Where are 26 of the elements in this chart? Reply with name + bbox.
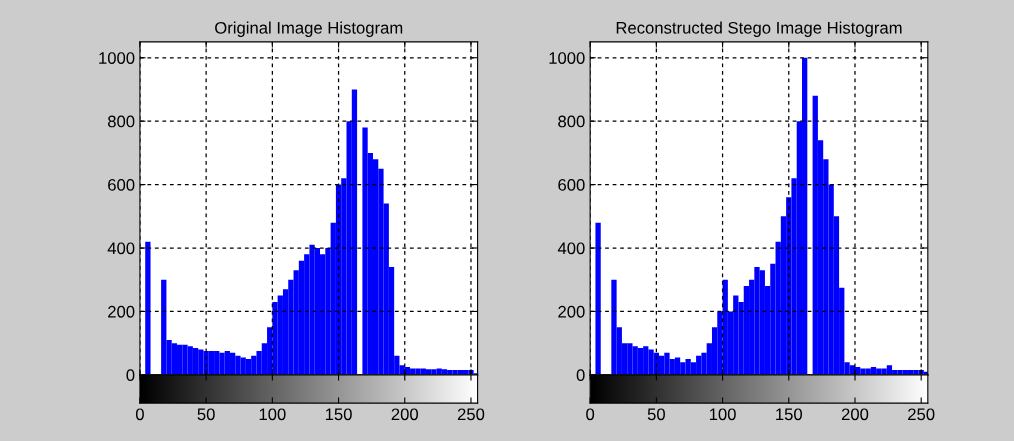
y-tick-label: 600 xyxy=(558,178,585,191)
y-tick-label: 800 xyxy=(558,115,585,128)
x-tick-label: 50 xyxy=(647,408,665,421)
x-tick-label: 50 xyxy=(197,408,215,421)
x-tick-label: 0 xyxy=(586,408,595,421)
y-tick-label: 400 xyxy=(107,242,135,255)
x-tick-label: 250 xyxy=(457,408,485,421)
y-tick-label: 400 xyxy=(557,242,585,255)
y-tick-label: 800 xyxy=(107,115,135,128)
chart-title: Reconstructed Stego Image Histogram xyxy=(616,21,902,38)
y-tick-label: 600 xyxy=(108,178,135,191)
chart-title: Original Image Histogram xyxy=(215,21,403,38)
x-tick-label: 150 xyxy=(325,408,352,421)
x-tick-label: 250 xyxy=(908,408,935,421)
y-tick-label: 200 xyxy=(558,305,585,318)
y-tick-label: 0 xyxy=(576,369,585,382)
y-tick-label: 200 xyxy=(108,305,135,318)
x-tick-label: 0 xyxy=(135,408,144,421)
y-tick-label: 1000 xyxy=(549,52,585,64)
y-tick-label: 0 xyxy=(126,369,135,382)
y-tick-label: 1000 xyxy=(99,52,135,64)
x-tick-label: 150 xyxy=(776,408,803,421)
x-tick-label: 200 xyxy=(391,408,419,421)
x-tick-label: 200 xyxy=(841,408,869,421)
x-tick-label: 100 xyxy=(709,408,736,421)
x-tick-label: 100 xyxy=(259,408,286,421)
